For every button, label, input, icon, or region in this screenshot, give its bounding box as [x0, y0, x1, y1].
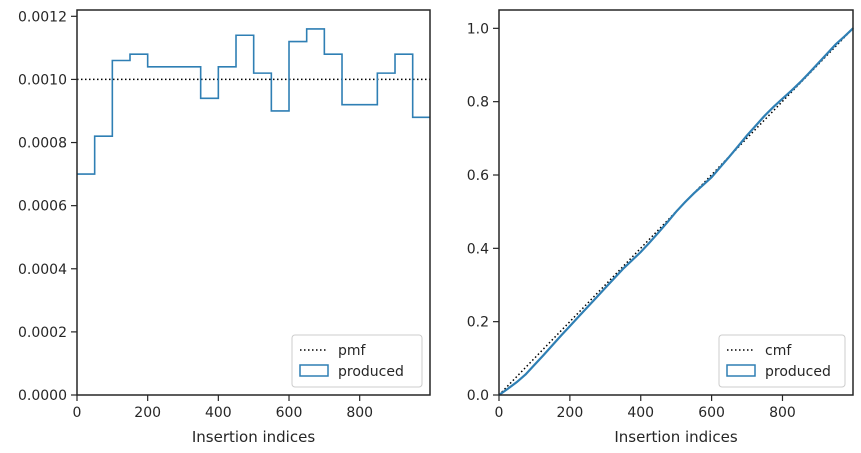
- y-tick-label: 0.0008: [18, 136, 67, 152]
- legend-produced-label: produced: [765, 364, 831, 380]
- legend: cmf produced: [718, 334, 846, 388]
- produced-data-point: [693, 192, 695, 195]
- produced-data-point: [728, 155, 731, 158]
- histogram-bin: [236, 35, 254, 395]
- legend-cmf-label: cmf: [765, 343, 792, 359]
- x-tick-label: 200: [134, 405, 161, 421]
- x-tick-label: 400: [627, 405, 654, 421]
- produced-data-point: [790, 89, 793, 92]
- y-tick-label: 0.0002: [18, 325, 67, 341]
- x-axis-label: Insertion indices: [614, 428, 737, 446]
- x-axis-label: Insertion indices: [192, 428, 315, 446]
- y-ticks: 0.0 0.2 0.4 0.6 0.8 1.0: [467, 21, 499, 404]
- produced-data-point: [675, 210, 677, 213]
- produced-data-point: [781, 97, 784, 100]
- produced-data-point: [533, 364, 536, 366]
- produced-data-point: [799, 81, 802, 84]
- x-tick-label: 600: [276, 405, 303, 421]
- produced-data-point: [719, 166, 722, 168]
- produced-data-point: [755, 124, 757, 127]
- produced-data-point: [657, 231, 660, 234]
- y-tick-label: 0.8: [467, 95, 489, 111]
- cumulative-panel: 0.0 0.2 0.4 0.6 0.8 1.0 0 200 400 600 800 Inserti…: [467, 9, 854, 446]
- produced-data-point: [586, 306, 589, 308]
- histogram-bin: [254, 73, 272, 395]
- produced-data-point: [569, 325, 571, 327]
- legend-box: [718, 334, 846, 388]
- histogram-bin: [271, 111, 289, 395]
- histogram-panel: 0.0000 0.0002 0.0004 0.0006 0.0008 0.0010 0.00…: [18, 9, 431, 446]
- produced-data-point: [542, 354, 545, 357]
- y-tick-label: 0.0004: [18, 262, 67, 278]
- produced-data-point: [648, 241, 651, 244]
- x-tick-label: 0: [73, 405, 82, 421]
- produced-data-point: [701, 184, 704, 187]
- produced-data-point: [710, 176, 713, 178]
- histogram-bin: [201, 98, 219, 395]
- y-tick-label: 0.0012: [18, 9, 67, 25]
- y-tick-label: 0.4: [467, 241, 489, 257]
- produced-data-point: [666, 221, 669, 224]
- produced-data-point: [613, 277, 615, 280]
- x-tick-label: 0: [495, 405, 504, 421]
- axes-frame: [76, 9, 431, 396]
- produced-data-point: [817, 62, 819, 65]
- axes-frame: [498, 9, 854, 396]
- y-tick-label: 0.0006: [18, 199, 67, 215]
- y-tick-label: 0.2: [467, 315, 489, 331]
- legend-pmf-label: pmf: [338, 343, 367, 359]
- x-tick-label: 600: [698, 405, 725, 421]
- y-tick-label: 0.6: [467, 168, 489, 184]
- histogram-bin: [77, 174, 95, 395]
- produced-data-point: [808, 72, 810, 74]
- y-tick-label: 0.0010: [18, 72, 67, 88]
- produced-data-point: [834, 43, 837, 46]
- plot-area: [77, 28, 430, 395]
- x-tick-label: 800: [346, 405, 373, 421]
- plot-area: [498, 27, 854, 396]
- x-tick-label: 200: [557, 405, 584, 421]
- produced-data-point: [604, 287, 607, 289]
- produced-data-point: [515, 381, 518, 383]
- y-ticks: 0.0000 0.0002 0.0004 0.0006 0.0008 0.0010 0.00…: [18, 9, 77, 404]
- histogram-bin: [218, 67, 236, 395]
- produced-data-point: [524, 373, 527, 376]
- produced-data-point: [551, 344, 553, 347]
- x-tick-label: 800: [769, 405, 796, 421]
- y-tick-label: 1.0: [467, 21, 489, 37]
- histogram-bin: [165, 67, 183, 395]
- histogram-bin: [112, 60, 130, 395]
- produced-data-point: [684, 201, 686, 203]
- y-tick-label: 0.0: [467, 388, 489, 404]
- produced-data-point: [507, 387, 509, 390]
- produced-data-point: [577, 315, 580, 318]
- produced-data-point: [772, 106, 775, 108]
- produced-data-point: [560, 334, 562, 337]
- histogram-bin: [183, 67, 201, 395]
- legend-produced-swatch: [299, 364, 329, 377]
- legend: pmf produced: [291, 334, 423, 388]
- produced-data-point: [639, 251, 642, 253]
- produced-data-point: [595, 296, 598, 299]
- histogram-bin: [130, 54, 148, 395]
- legend-produced-label: produced: [338, 364, 404, 380]
- produced-data-point: [763, 114, 766, 117]
- x-ticks: 0 200 400 600 800: [73, 395, 373, 421]
- y-tick-label: 0.0000: [18, 388, 67, 404]
- histogram-bin: [148, 67, 166, 395]
- x-ticks: 0 200 400 600 800: [495, 395, 796, 421]
- produced-data-point: [622, 268, 624, 270]
- produced-step-line: [77, 28, 430, 175]
- legend-produced-swatch: [726, 364, 756, 377]
- legend-box: [291, 334, 423, 388]
- produced-data-point: [825, 53, 828, 55]
- produced-data-point: [843, 35, 846, 38]
- produced-data-point: [746, 134, 748, 137]
- produced-data-point: [631, 259, 633, 262]
- histogram-bin: [95, 136, 113, 395]
- x-tick-label: 400: [205, 405, 232, 421]
- produced-data-point: [737, 145, 739, 147]
